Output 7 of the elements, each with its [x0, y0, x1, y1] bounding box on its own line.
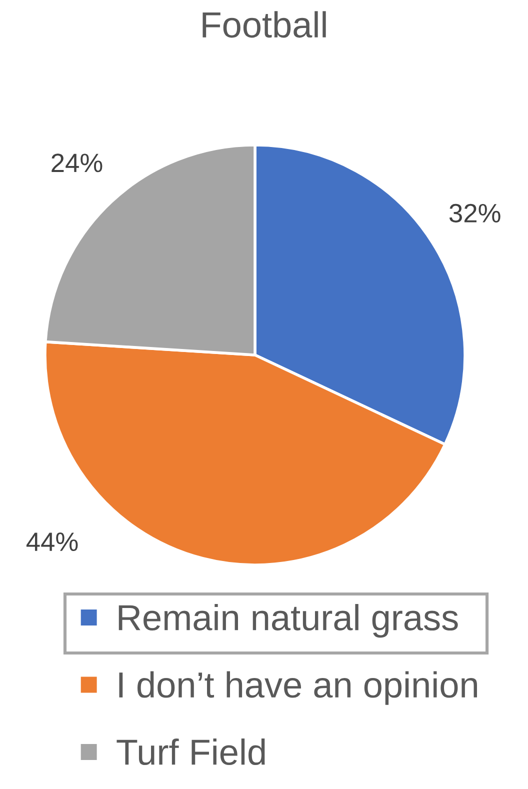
data-label: 32%	[449, 204, 500, 223]
data-label: 24%	[52, 154, 102, 172]
legend-label: Remain natural grass	[118, 604, 458, 638]
legend-label: I don’t have an opinion	[119, 671, 477, 705]
legend-label: Turf Field	[116, 738, 265, 766]
chart-title: Football	[202, 11, 326, 38]
data-label: 44%	[26, 532, 78, 552]
